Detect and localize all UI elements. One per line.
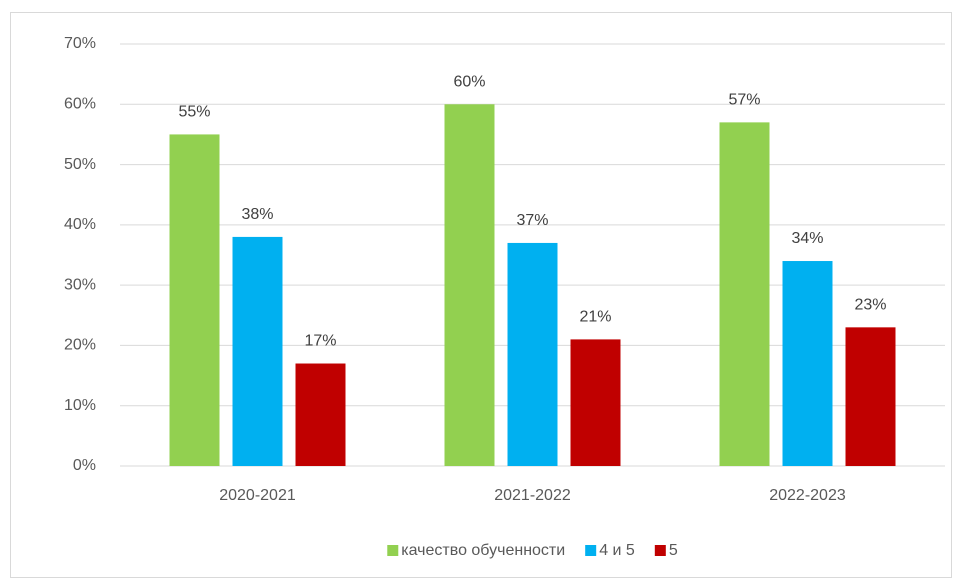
bar (169, 134, 220, 466)
data-label: 17% (304, 333, 336, 350)
data-label: 57% (728, 92, 760, 109)
bar (507, 242, 558, 466)
legend-swatch (654, 545, 666, 556)
bar (295, 363, 346, 466)
bar (444, 104, 495, 467)
y-tick-label: 10% (64, 397, 96, 414)
data-label: 21% (579, 309, 611, 326)
y-tick-label: 20% (64, 337, 96, 354)
y-tick-label: 30% (64, 276, 96, 293)
data-label: 60% (453, 74, 485, 91)
data-label: 37% (516, 212, 548, 229)
data-label: 34% (791, 230, 823, 247)
y-tick-label: 70% (64, 35, 96, 52)
bar (232, 236, 283, 466)
y-tick-label: 60% (64, 96, 96, 113)
y-tick-label: 40% (64, 216, 96, 233)
legend-label: качество обученности (401, 542, 565, 559)
bar (782, 261, 833, 466)
y-tick-label: 50% (64, 156, 96, 173)
legend-label: 5 (669, 542, 678, 559)
bar (845, 327, 896, 466)
x-tick-label: 2022-2023 (769, 487, 846, 504)
legend-label: 4 и 5 (599, 542, 635, 559)
y-tick-label: 0% (73, 457, 96, 474)
legend-swatch (585, 545, 597, 556)
x-tick-label: 2020-2021 (219, 487, 296, 504)
x-tick-label: 2021-2022 (494, 487, 571, 504)
data-label: 55% (178, 104, 210, 121)
data-label: 38% (241, 206, 273, 223)
bar (719, 122, 770, 466)
data-label: 23% (854, 297, 886, 314)
bar (570, 339, 621, 466)
legend-swatch (387, 545, 399, 556)
